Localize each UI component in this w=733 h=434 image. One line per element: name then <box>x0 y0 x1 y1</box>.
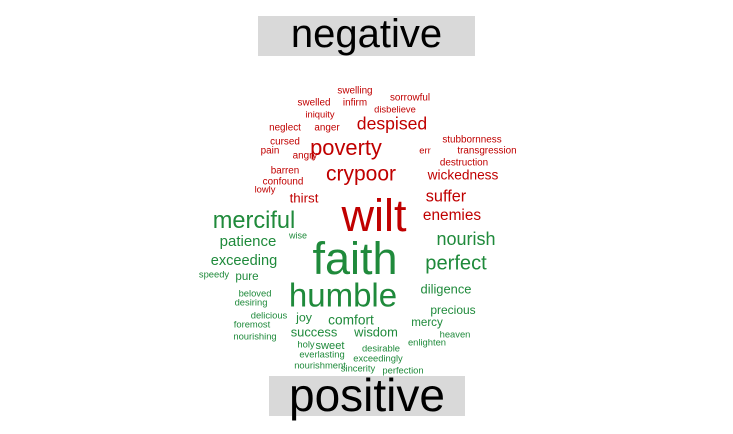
word-negative-anger: anger <box>314 123 340 134</box>
word-positive-speedy: speedy <box>199 268 230 279</box>
word-positive-success: success <box>291 324 338 339</box>
word-negative-destruction: destruction <box>440 158 488 169</box>
word-negative-infirm: infirm <box>343 98 367 109</box>
word-negative-iniquity: iniquity <box>305 108 334 119</box>
negative-group-label: negative <box>258 14 475 56</box>
negative-label-text: negative <box>290 12 443 56</box>
word-negative-neglect: neglect <box>269 123 301 134</box>
word-positive-mercy: mercy <box>411 316 443 329</box>
word-positive-exceedingly: exceedingly <box>353 352 403 363</box>
word-positive-humble: humble <box>289 277 397 314</box>
word-positive-wisdom: wisdom <box>353 324 398 339</box>
word-negative-lowly: lowly <box>255 183 276 194</box>
word-negative-poverty: poverty <box>310 135 382 160</box>
word-positive-heaven: heaven <box>440 328 471 339</box>
word-positive-everlasting: everlasting <box>299 348 344 359</box>
word-positive-faith: faith <box>312 233 397 284</box>
word-negative-cursed: cursed <box>270 137 300 148</box>
word-positive-precious: precious <box>430 303 475 317</box>
word-positive-sweet: sweet <box>316 340 345 352</box>
word-negative-transgression: transgression <box>457 146 516 157</box>
word-positive-nourishment: nourishment <box>294 359 346 370</box>
word-positive-delicious: delicious <box>251 309 288 320</box>
word-positive-joy: joy <box>295 310 313 324</box>
word-negative-err: err <box>419 144 430 155</box>
word-positive-nourish: nourish <box>436 229 495 249</box>
word-positive-exceeding: exceeding <box>211 253 278 269</box>
word-negative-barren: barren <box>271 166 300 177</box>
word-positive-beloved: beloved <box>239 287 272 298</box>
word-positive-patience: patience <box>220 233 277 250</box>
word-negative-swelled: swelled <box>298 98 331 109</box>
word-positive-diligence: diligence <box>421 281 472 296</box>
word-negative-enemies: enemies <box>423 207 481 224</box>
word-negative-pain: pain <box>261 146 280 157</box>
word-positive-foremost: foremost <box>234 318 271 329</box>
word-negative-suffer: suffer <box>426 187 467 205</box>
word-positive-comfort: comfort <box>328 313 374 328</box>
word-positive-wise: wise <box>288 230 307 240</box>
word-negative-confound: confound <box>263 177 304 188</box>
word-positive-perfection: perfection <box>382 364 423 375</box>
word-positive-desirable: desirable <box>362 342 400 353</box>
word-negative-crypoor: crypoor <box>326 163 396 186</box>
word-negative-wilt: wilt <box>341 190 407 241</box>
word-positive-sincerity: sincerity <box>341 362 376 373</box>
word-negative-angry: angry <box>293 151 318 162</box>
word-negative-wickedness: wickedness <box>427 168 499 183</box>
word-negative-sorrowful: sorrowful <box>390 93 430 104</box>
word-negative-disbelieve: disbelieve <box>374 103 416 114</box>
word-negative-swelling: swelling <box>337 86 372 97</box>
positive-group-label: positive <box>269 372 465 418</box>
word-negative-thirst: thirst <box>290 191 319 206</box>
word-positive-enlighten: enlighten <box>408 336 446 347</box>
word-positive-perfect: perfect <box>425 252 487 274</box>
word-negative-despised: despised <box>357 114 427 134</box>
positive-label-text: positive <box>289 369 445 421</box>
word-positive-nourishing: nourishing <box>233 330 276 341</box>
word-positive-desiring: desiring <box>235 296 268 307</box>
word-negative-stubbornness: stubbornness <box>442 135 501 146</box>
word-positive-holy: holy <box>297 338 315 349</box>
word-positive-merciful: merciful <box>213 208 296 234</box>
word-positive-pure: pure <box>235 270 258 283</box>
